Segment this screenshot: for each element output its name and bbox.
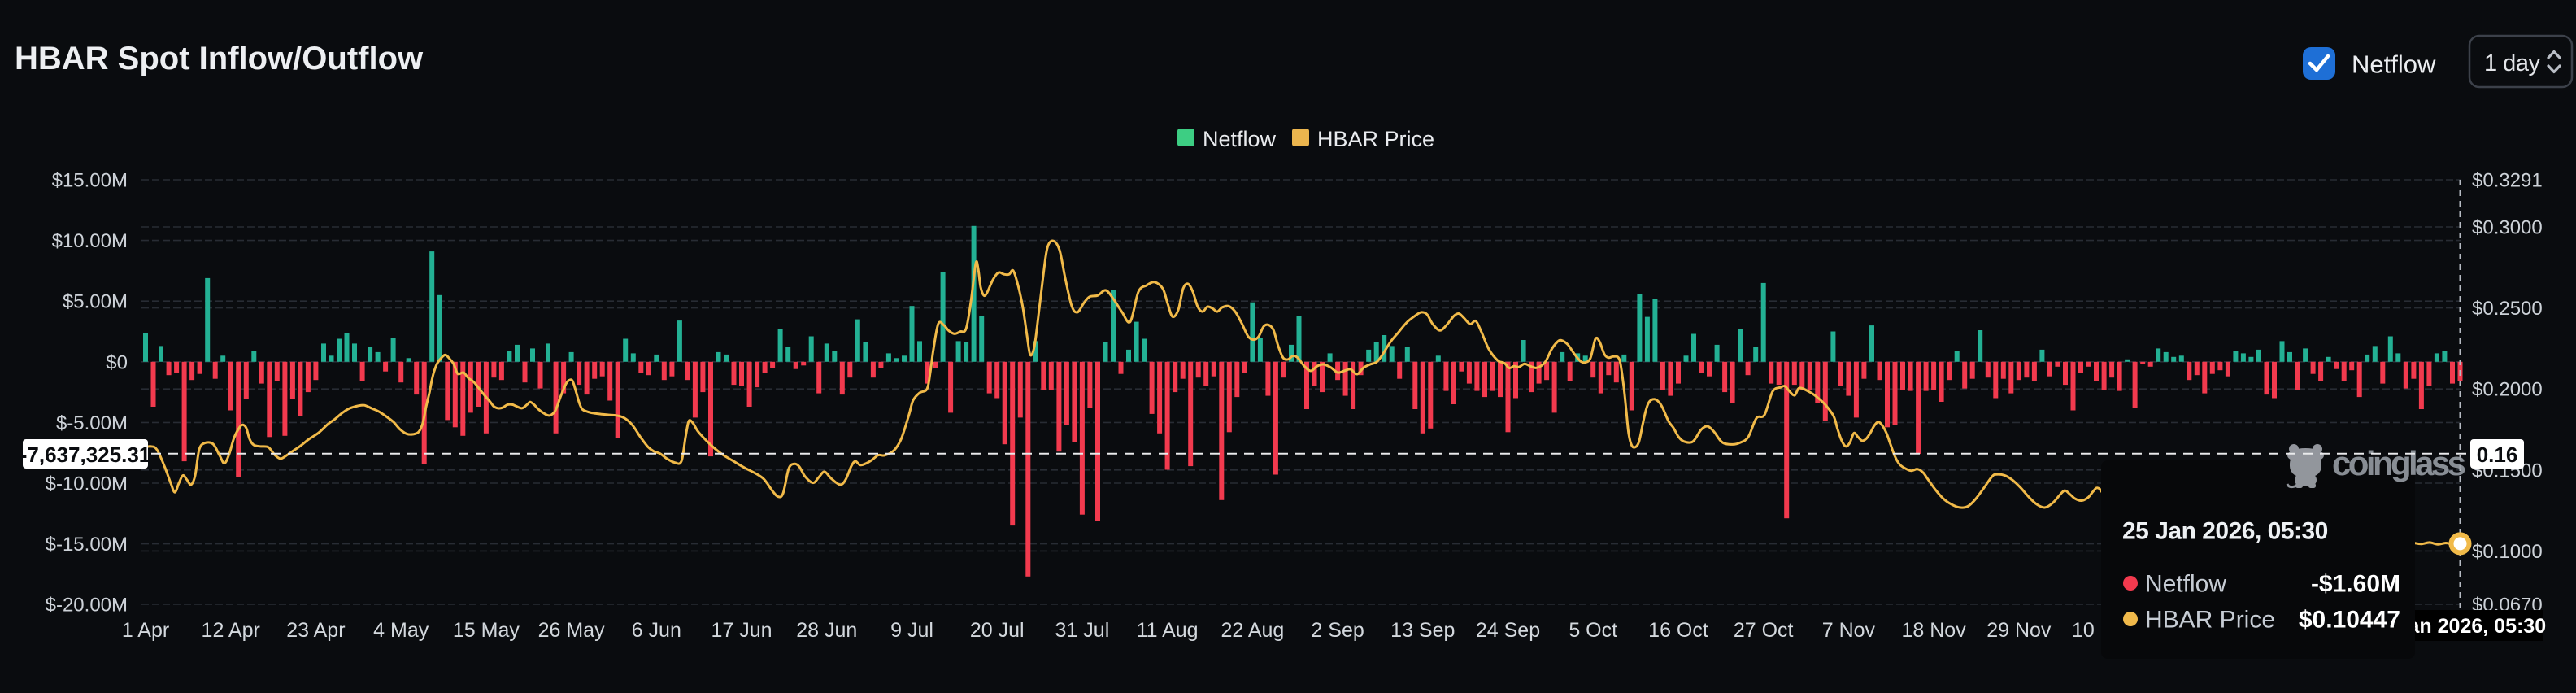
svg-text:5 Oct: 5 Oct	[1569, 619, 1617, 642]
svg-text:22 Aug: 22 Aug	[1221, 619, 1284, 642]
svg-text:$0.10447: $0.10447	[2299, 607, 2400, 634]
svg-text:$0.1000: $0.1000	[2472, 541, 2543, 563]
svg-text:HBAR Price: HBAR Price	[2145, 607, 2275, 634]
svg-text:1 Apr: 1 Apr	[122, 619, 169, 642]
svg-text:9 Jul: 9 Jul	[890, 619, 933, 642]
svg-text:Netflow: Netflow	[2145, 571, 2226, 598]
svg-text:29 Nov: 29 Nov	[1986, 619, 2052, 642]
svg-text:Netflow: Netflow	[2352, 50, 2436, 79]
svg-text:31 Jul: 31 Jul	[1055, 619, 1110, 642]
svg-text:7 Nov: 7 Nov	[1822, 619, 1876, 642]
svg-text:23 Apr: 23 Apr	[286, 619, 345, 642]
svg-text:$-20.00M: $-20.00M	[46, 595, 128, 617]
svg-text:18 Nov: 18 Nov	[1901, 619, 1966, 642]
svg-text:$10.00M: $10.00M	[52, 230, 128, 252]
svg-text:HBAR Spot Inflow/Outflow: HBAR Spot Inflow/Outflow	[15, 41, 424, 76]
svg-text:27 Oct: 27 Oct	[1734, 619, 1794, 642]
svg-text:coinglass: coinglass	[2332, 444, 2465, 482]
svg-text:17 Jun: 17 Jun	[711, 619, 772, 642]
svg-text:12 Apr: 12 Apr	[202, 619, 260, 642]
svg-text:26 May: 26 May	[538, 619, 605, 642]
svg-text:25 Jan 2026, 05:30: 25 Jan 2026, 05:30	[2122, 518, 2328, 545]
svg-text:0.16: 0.16	[2477, 442, 2518, 467]
svg-text:$0.3000: $0.3000	[2472, 217, 2543, 239]
svg-text:13 Sep: 13 Sep	[1390, 619, 1455, 642]
svg-text:HBAR Price: HBAR Price	[1317, 127, 1434, 151]
svg-text:28 Jun: 28 Jun	[796, 619, 857, 642]
svg-text:16 Oct: 16 Oct	[1648, 619, 1708, 642]
svg-text:4 May: 4 May	[373, 619, 429, 642]
svg-text:$0.2500: $0.2500	[2472, 298, 2543, 320]
svg-text:$0.2000: $0.2000	[2472, 379, 2543, 401]
svg-text:$5.00M: $5.00M	[63, 291, 128, 313]
svg-text:1 day: 1 day	[2484, 50, 2540, 76]
svg-text:-$1.60M: -$1.60M	[2311, 571, 2400, 598]
svg-text:20 Jul: 20 Jul	[970, 619, 1025, 642]
svg-text:$0: $0	[106, 351, 128, 373]
svg-text:$0.3291: $0.3291	[2472, 170, 2543, 192]
svg-text:$-10.00M: $-10.00M	[46, 473, 128, 495]
svg-text:$-15.00M: $-15.00M	[46, 534, 128, 556]
svg-text:$-5.00M: $-5.00M	[56, 412, 128, 434]
svg-text:15 May: 15 May	[453, 619, 520, 642]
svg-text:-7,637,325.31: -7,637,325.31	[20, 442, 150, 467]
svg-text:24 Sep: 24 Sep	[1476, 619, 1540, 642]
svg-text:11 Aug: 11 Aug	[1137, 619, 1199, 642]
svg-text:Netflow: Netflow	[1203, 127, 1277, 151]
svg-text:$15.00M: $15.00M	[52, 170, 128, 192]
svg-text:2 Sep: 2 Sep	[1311, 619, 1364, 642]
svg-text:6 Jun: 6 Jun	[632, 619, 681, 642]
